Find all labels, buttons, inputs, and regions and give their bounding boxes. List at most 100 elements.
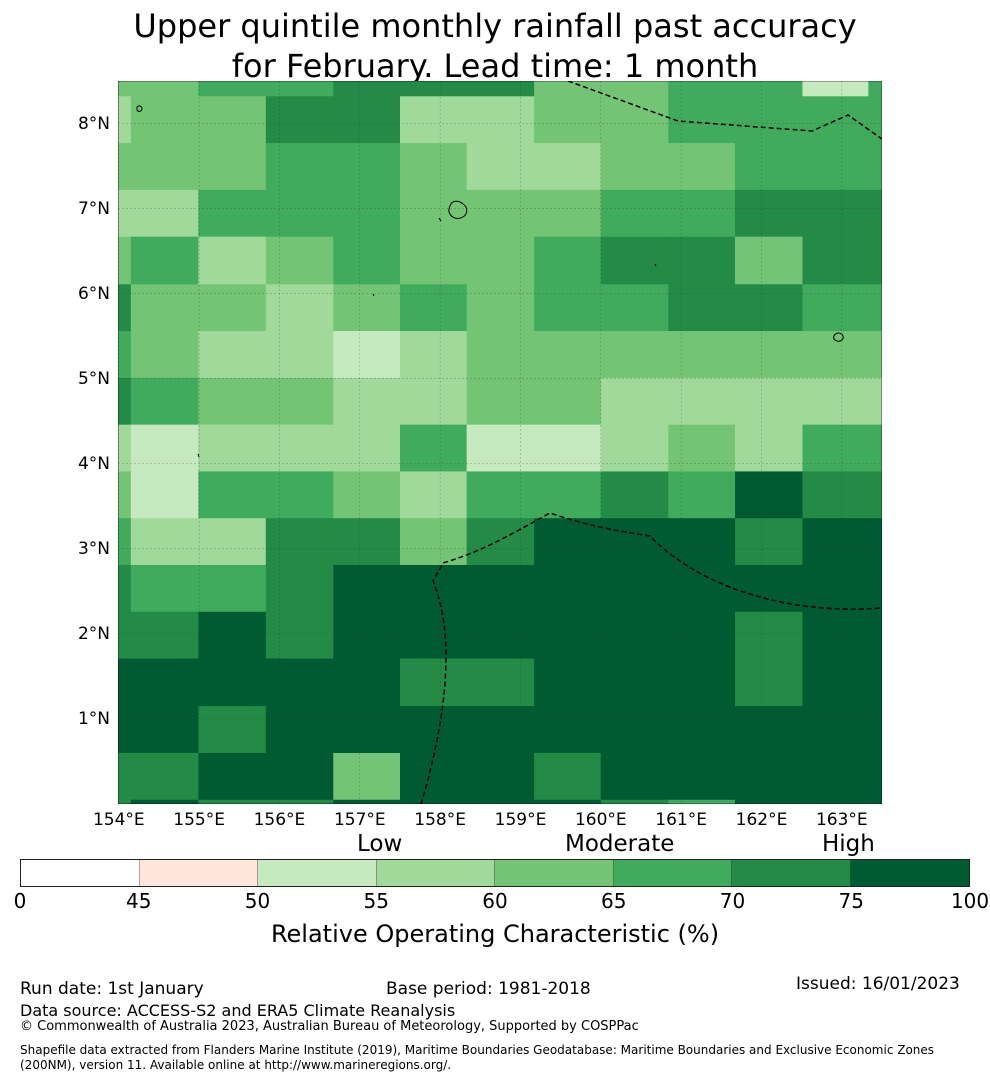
grid-cell — [802, 471, 869, 519]
grid-cell — [868, 96, 882, 144]
grid-cell — [868, 236, 882, 285]
grid-cell — [868, 143, 882, 191]
eez-boundaries — [420, 81, 882, 804]
grid-cell — [198, 284, 267, 332]
colorbar-tick-label: 75 — [838, 889, 864, 913]
grid-cell — [466, 752, 535, 801]
grid-cell — [600, 564, 669, 613]
colorbar-segment — [21, 860, 140, 886]
grid-cell — [600, 752, 669, 801]
grid-cell — [130, 799, 199, 804]
grid-cell — [534, 284, 602, 332]
grid-cell — [668, 96, 736, 144]
grid-cell — [802, 752, 869, 801]
grid-cell — [600, 284, 669, 332]
grid-cell — [734, 564, 804, 613]
colorbar-segment — [376, 860, 495, 886]
grid-cell — [802, 518, 869, 566]
grid-cell — [198, 96, 267, 144]
grid-cell — [118, 236, 132, 285]
grid-cell — [734, 799, 804, 804]
grid-cell — [265, 189, 334, 238]
grid-cell — [333, 236, 401, 285]
grid-cell — [802, 658, 869, 707]
grid-cell — [668, 236, 736, 285]
grid-cell — [130, 518, 199, 566]
grid-cell — [466, 799, 535, 804]
grid-cell — [534, 81, 602, 97]
colorbar-tick-label: 60 — [482, 889, 508, 913]
island-small-north — [136, 105, 143, 112]
colorbar-segment — [850, 860, 969, 886]
grid-cell — [600, 658, 669, 707]
grid-cell — [534, 658, 602, 707]
grid-cell — [118, 81, 132, 97]
island-speck-3 — [654, 263, 657, 267]
grid-cell — [198, 81, 267, 97]
grid-cell — [118, 189, 132, 238]
grid-cell — [399, 81, 468, 97]
grid-cell — [118, 799, 132, 804]
grid-cell — [198, 143, 267, 191]
grid-cell — [118, 377, 132, 426]
grid-cell — [868, 471, 882, 519]
grid-cell — [734, 611, 804, 660]
longitude-label: 154°E — [92, 810, 145, 830]
grid-cell — [265, 96, 334, 144]
colorbar-segment — [258, 860, 377, 886]
grid-cell — [399, 752, 468, 801]
grid-cell — [265, 799, 334, 804]
grid-cell — [198, 564, 267, 613]
grid-cell — [118, 424, 132, 473]
colorbar-segment — [139, 860, 258, 886]
longitude-label: 156°E — [253, 810, 306, 830]
grid-cell — [534, 189, 602, 238]
island-pohnpei — [448, 200, 468, 219]
latitude-label: 7°N — [77, 198, 110, 219]
grid-cell — [333, 658, 401, 707]
grid-cell — [868, 799, 882, 804]
grid-cell — [802, 236, 869, 285]
grid-cell — [333, 799, 401, 804]
colorbar-title: Relative Operating Characteristic (%) — [270, 920, 720, 948]
grid-cell — [333, 706, 401, 754]
map-title-line-2: for February. Lead time: 1 month — [231, 47, 759, 85]
grid-cell — [198, 752, 267, 801]
grid-cell — [466, 284, 535, 332]
grid-cell — [600, 331, 669, 379]
colorbar-tick-label: 65 — [601, 889, 627, 913]
grid-cell — [399, 611, 468, 660]
grid-cell — [466, 564, 535, 613]
shapefile-credit-line-2: (200NM), version 11. Available online at… — [20, 1058, 452, 1072]
grid-cell — [333, 518, 401, 566]
grid-cell — [265, 424, 334, 473]
colorbar-tick-label: 0 — [13, 889, 27, 913]
latitude-label: 6°N — [77, 283, 110, 304]
grid-cell — [668, 189, 736, 238]
grid-cell — [130, 284, 199, 332]
grid-cell — [399, 377, 468, 426]
grid-cell — [333, 143, 401, 191]
colorbar — [20, 859, 970, 887]
grid-cell — [868, 377, 882, 426]
grid-cell — [734, 284, 804, 332]
grid-cell — [466, 377, 535, 426]
grid-cell — [734, 143, 804, 191]
island-speck-2 — [372, 293, 375, 297]
grid-cell — [534, 331, 602, 379]
grid-cell — [198, 424, 267, 473]
grid-cell — [399, 189, 468, 238]
islands — [136, 105, 844, 458]
grid-cell — [198, 706, 267, 754]
grid-cell — [668, 143, 736, 191]
grid-cell — [600, 81, 669, 97]
grid-cell — [466, 611, 535, 660]
grid-cell — [734, 471, 804, 519]
grid-cell — [333, 81, 401, 97]
data-source: Data source: ACCESS-S2 and ERA5 Climate … — [20, 1001, 456, 1020]
grid-cell — [118, 752, 132, 801]
grid-cell — [534, 611, 602, 660]
grid-cell — [466, 471, 535, 519]
grid-cell — [868, 658, 882, 707]
longitude-label: 158°E — [414, 810, 466, 830]
